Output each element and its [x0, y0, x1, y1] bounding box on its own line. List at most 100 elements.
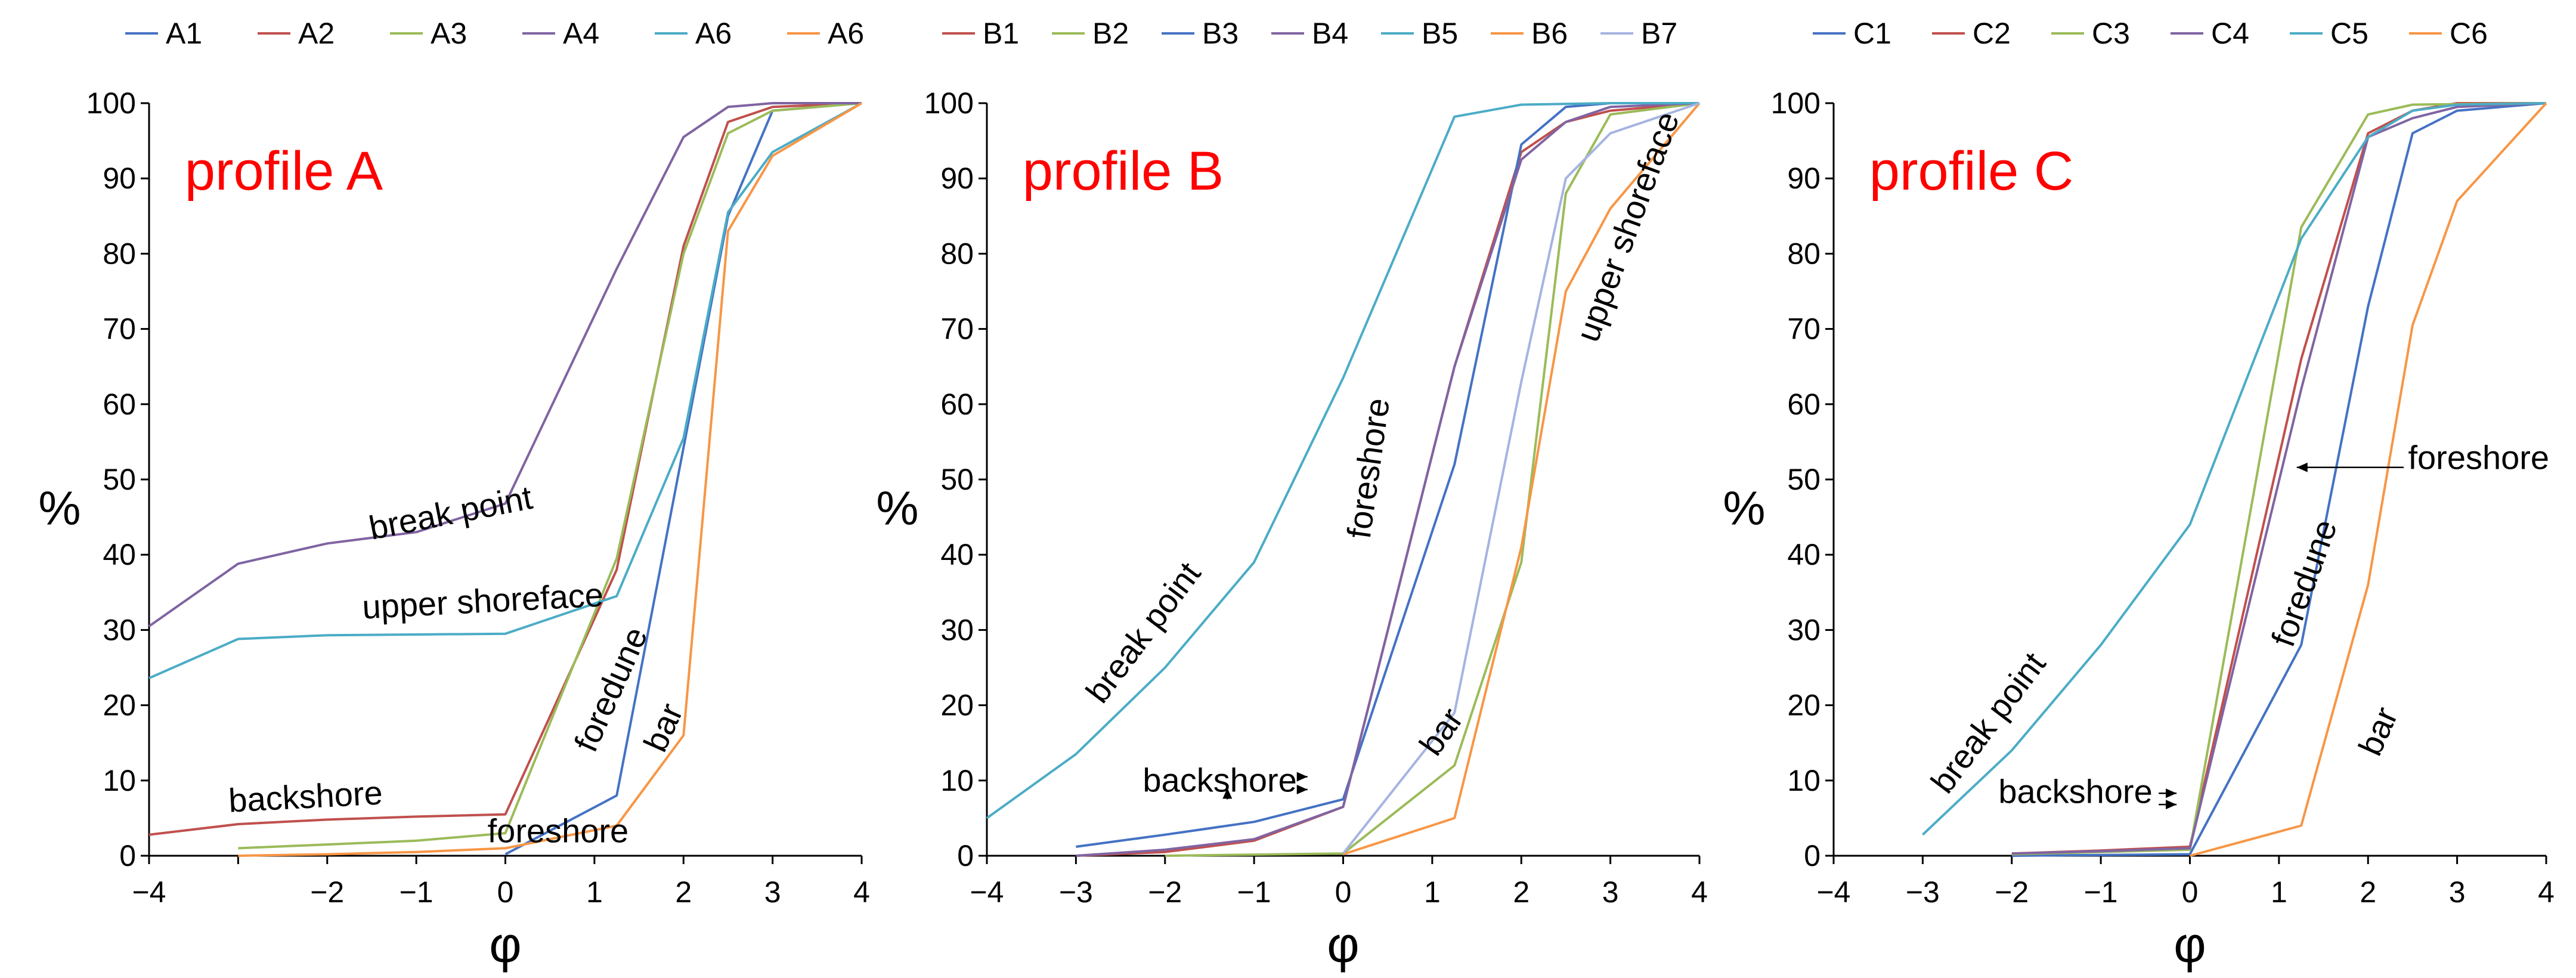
legend: C1 C2 C3 C4 C5 C6: [1813, 17, 2488, 50]
y-tick-label: 30: [103, 613, 136, 646]
legend: B1 B2 B3 B4 B5 B6 B7: [942, 17, 1677, 50]
annotation-arrow: [1296, 784, 1308, 794]
arrow-head: [2166, 800, 2177, 810]
y-tick-label: 80: [103, 237, 136, 270]
y-tick-label: 50: [940, 463, 974, 496]
y-tick-label: 50: [1787, 463, 1820, 496]
y-axis-label: %: [1723, 482, 1765, 535]
x-tick-label: −2: [1148, 875, 1182, 909]
series-line-a6: [148, 102, 862, 680]
x-tick-label: 0: [1335, 875, 1352, 909]
x-tick-label: 2: [675, 875, 692, 909]
legend-label: B5: [1422, 17, 1458, 50]
x-tick-label: 1: [1424, 875, 1441, 909]
x-tick-label: 4: [853, 875, 870, 909]
chart-title: profile A: [185, 141, 383, 202]
x-tick-label: 1: [586, 875, 603, 909]
series-line-b7: [1342, 102, 1700, 855]
y-tick-label: 90: [940, 162, 974, 195]
series-line-a6: [238, 102, 863, 857]
y-tick-label: 30: [1787, 613, 1820, 646]
legend-label: B2: [1092, 17, 1129, 50]
y-tick-label: 90: [103, 162, 136, 195]
annotation-label: foreshore: [1340, 396, 1397, 541]
x-tick-label: −1: [400, 875, 434, 909]
x-tick-label: 0: [497, 875, 514, 909]
y-tick-label: 20: [103, 689, 136, 722]
annotation-arrow: [1222, 788, 1233, 800]
x-tick-label: 2: [2360, 875, 2376, 909]
annotation-label: bar: [1412, 701, 1470, 762]
x-tick-label: 2: [1513, 875, 1530, 909]
annotation-label: upper shoreface: [361, 575, 604, 626]
legend-label: A6: [828, 17, 864, 50]
annotation-label: foredune: [2264, 515, 2344, 651]
series-line-a1: [504, 102, 862, 856]
y-tick-label: 40: [1787, 538, 1820, 571]
y-tick-label: 70: [103, 312, 136, 346]
x-tick-label: 3: [764, 875, 781, 909]
legend-label: C2: [1973, 17, 2011, 50]
x-axis-label: φ: [1327, 917, 1359, 973]
y-axis-label: %: [876, 482, 918, 535]
legend-label: B6: [1531, 17, 1568, 50]
y-tick-label: 40: [940, 538, 974, 571]
annotation-label: bar: [636, 698, 690, 757]
series-line-b4: [1076, 102, 1700, 857]
y-tick-label: 10: [1787, 764, 1820, 797]
legend-label: C6: [2450, 17, 2488, 50]
arrow-head: [2166, 788, 2177, 799]
annotation-arrow: [2159, 788, 2177, 799]
x-tick-label: 0: [2182, 875, 2199, 909]
x-tick-label: 1: [2271, 875, 2287, 909]
y-tick-label: 20: [940, 689, 974, 722]
series-line-b6: [1342, 102, 1701, 856]
legend-label: C1: [1853, 17, 1891, 50]
series-line-a4: [148, 102, 862, 627]
y-tick-label: 50: [103, 463, 136, 496]
annotation-label: upper shoreface: [1568, 107, 1686, 346]
legend-label: A1: [166, 17, 202, 50]
legend-label: C5: [2330, 17, 2368, 50]
annotation-label: break point: [1078, 555, 1208, 710]
legend-label: C3: [2092, 17, 2130, 50]
series-line-c1: [2011, 102, 2547, 857]
arrow-head: [1222, 788, 1233, 799]
series-line-a3: [238, 102, 862, 850]
x-tick-label: 4: [2538, 875, 2555, 909]
legend-label: A4: [563, 17, 599, 50]
y-tick-label: 80: [940, 237, 974, 270]
series-line-c5: [1922, 102, 2547, 836]
y-tick-label: 100: [924, 86, 974, 120]
y-tick-label: 60: [940, 388, 974, 421]
y-tick-label: 0: [1804, 839, 1820, 872]
x-tick-label: −4: [132, 875, 166, 909]
x-tick-label: −3: [1059, 875, 1093, 909]
y-tick-label: 0: [957, 839, 974, 872]
y-tick-label: 100: [1771, 86, 1820, 120]
annotation-label: backshore: [1998, 773, 2152, 810]
y-axis-label: %: [38, 482, 80, 535]
annotation-label: foreshore: [488, 812, 629, 849]
x-tick-label: 3: [2449, 875, 2466, 909]
y-tick-label: 20: [1787, 689, 1820, 722]
legend-label: B4: [1312, 17, 1348, 50]
x-tick-label: −1: [1237, 875, 1271, 909]
arrow-head: [1296, 772, 1308, 782]
arrow-head: [1296, 784, 1308, 794]
chart-title: profile C: [1869, 141, 2074, 202]
x-tick-label: −3: [1906, 875, 1940, 909]
x-tick-label: −4: [970, 875, 1004, 909]
series-line-b5: [986, 102, 1699, 819]
legend-label: A6: [695, 17, 732, 50]
annotation-arrow: [1296, 772, 1308, 782]
y-tick-label: 10: [103, 764, 136, 797]
x-tick-label: −2: [1995, 875, 2029, 909]
x-tick-label: 4: [1691, 875, 1708, 909]
x-tick-label: −1: [2084, 875, 2118, 909]
legend: A1 A2 A3 A4 A6 A6: [125, 17, 864, 50]
